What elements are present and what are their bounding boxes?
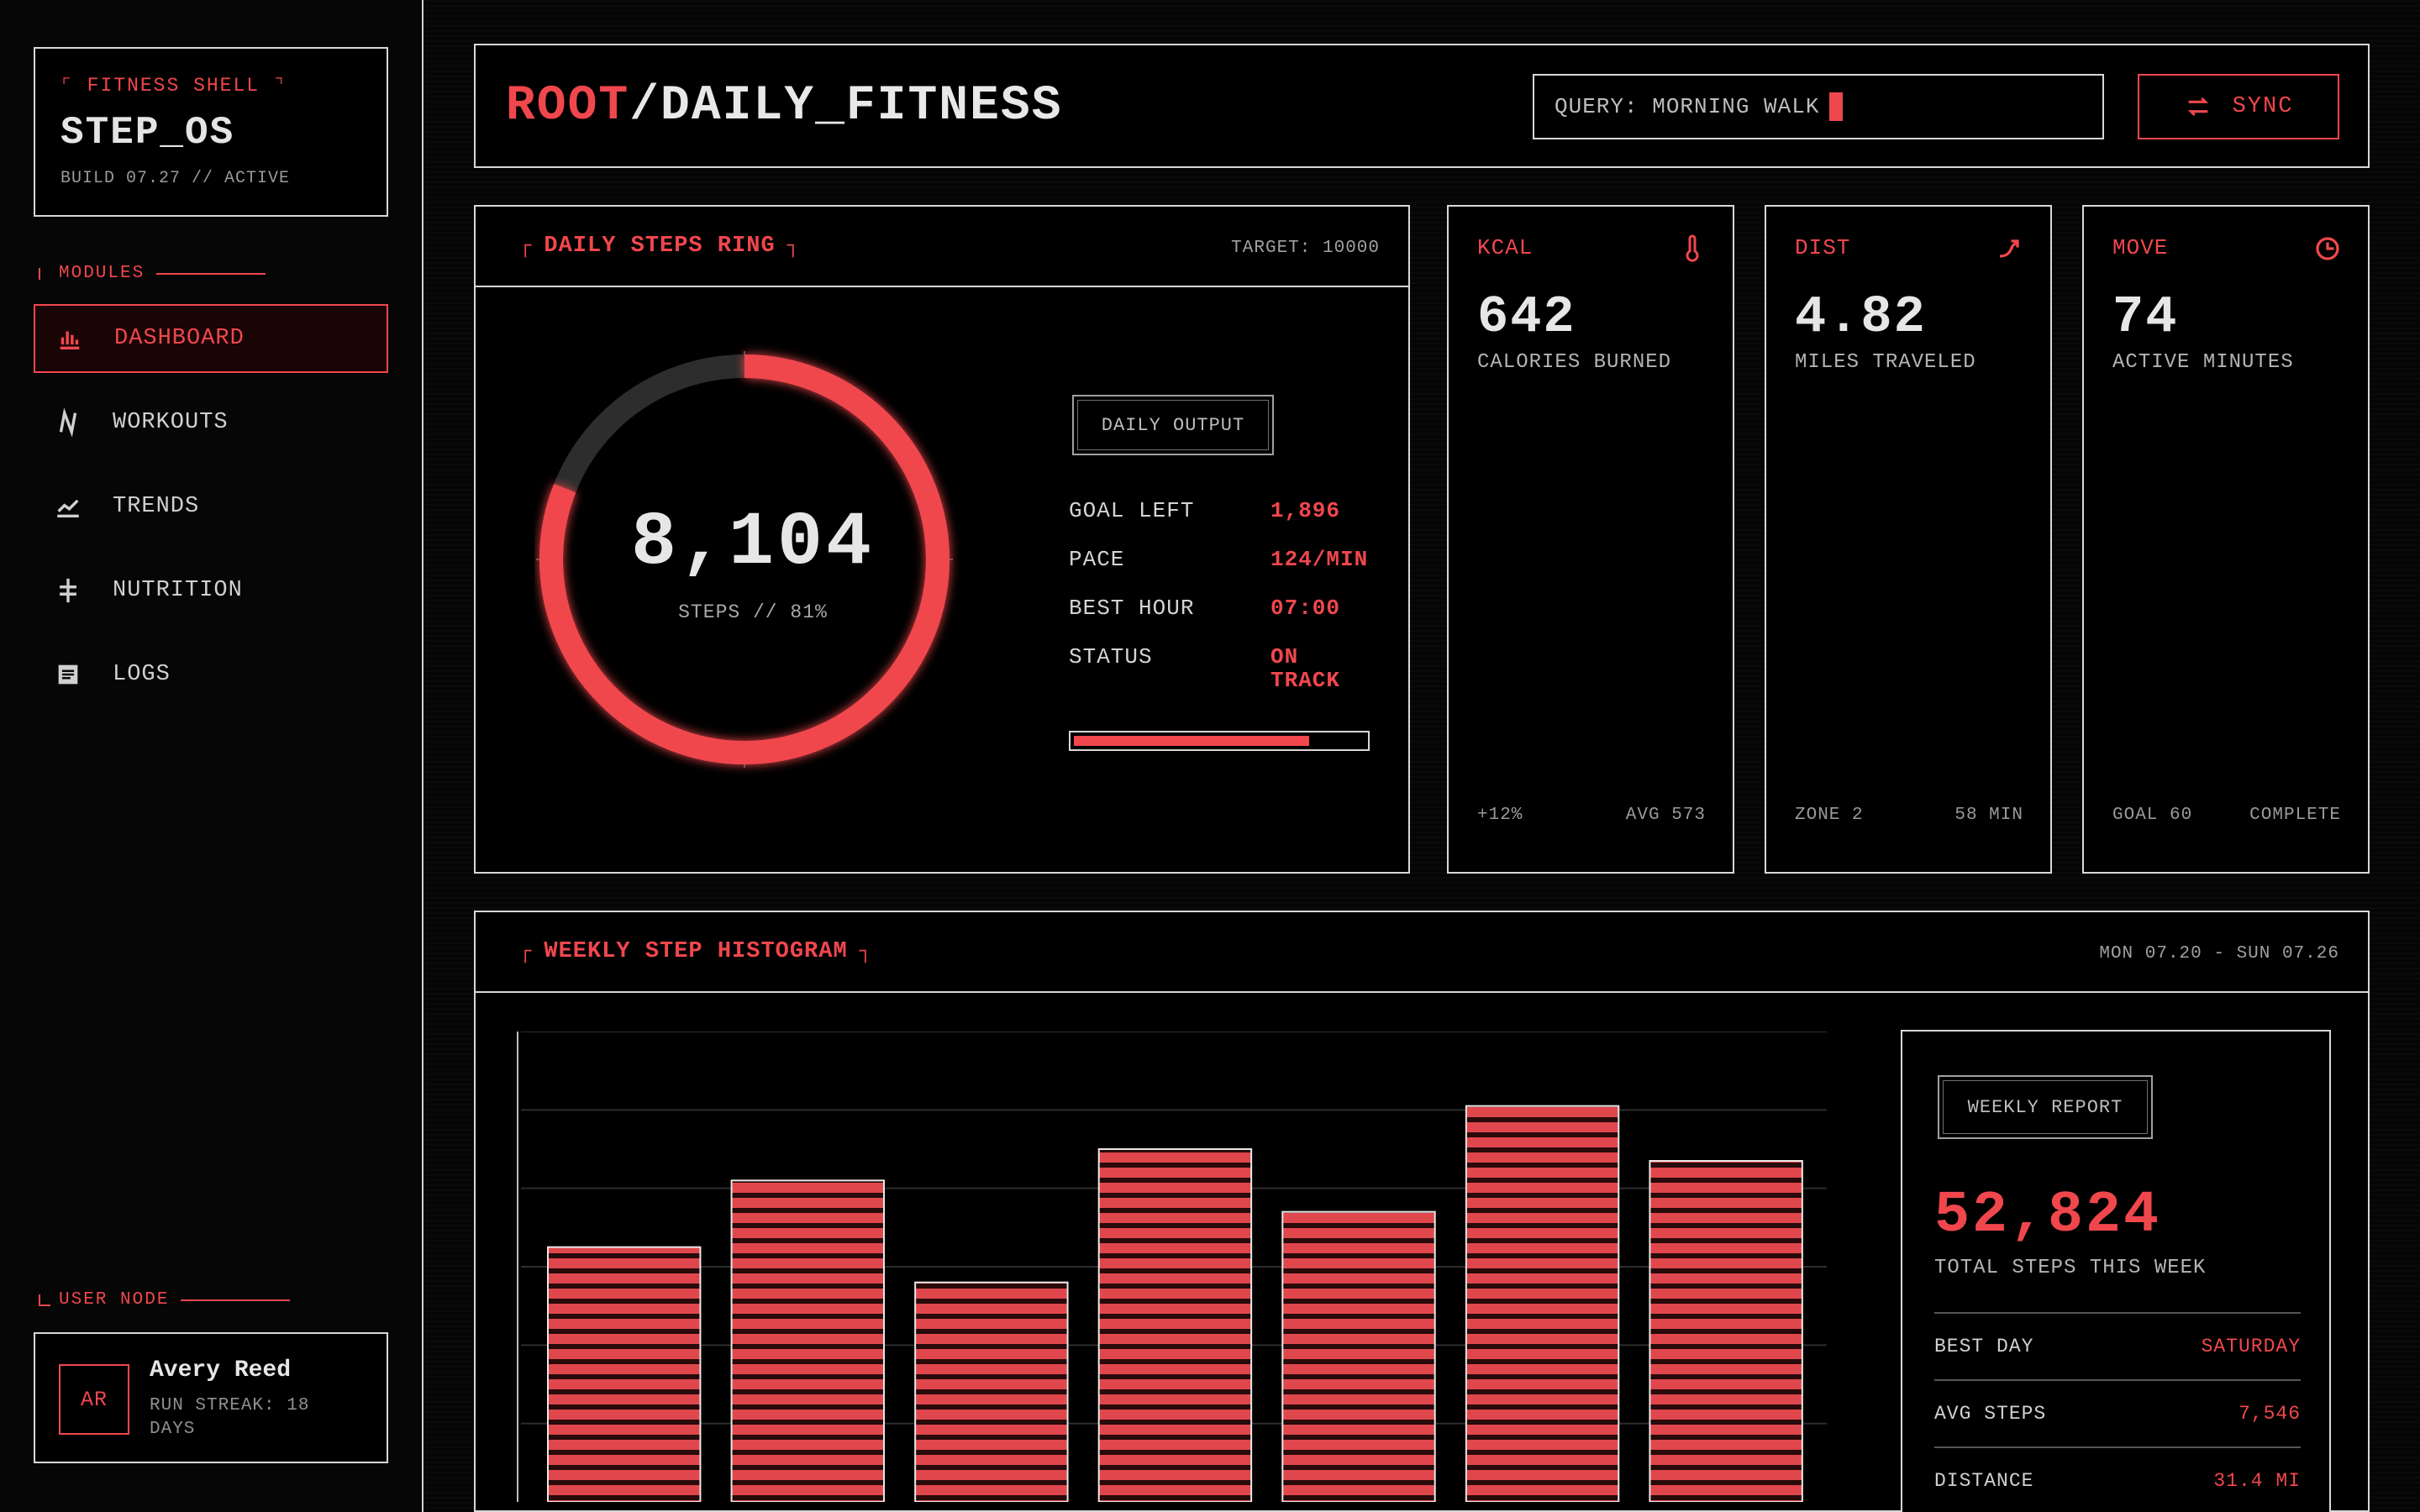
- metric-footer-left: +12%: [1477, 806, 1523, 825]
- sidebar-item-label: DASHBOARD: [114, 326, 245, 351]
- search-input[interactable]: QUERY: MORNING WALK: [1533, 74, 2104, 139]
- text-cursor: [1829, 92, 1844, 121]
- user-name: Avery Reed: [150, 1357, 292, 1383]
- weekly-histogram-panel: ┌ WEEKLY STEP HISTOGRAM ┐ MON 07.20 - SUN …: [474, 911, 2370, 1512]
- metric-description: MILES TRAVELED: [1795, 351, 1976, 374]
- sync-button[interactable]: SYNC: [2138, 74, 2339, 139]
- stat-pace: PACE 124/MIN: [1069, 547, 1369, 572]
- header-bar: ROOT/DAILY_FITNESS QUERY: MORNING WALK S…: [474, 44, 2370, 168]
- metric-description: ACTIVE MINUTES: [2112, 351, 2294, 374]
- panel-header: ┌ WEEKLY STEP HISTOGRAM ┐ MON 07.20 - SUN …: [476, 912, 2368, 993]
- avatar: AR: [59, 1364, 129, 1435]
- sync-icon: [2187, 97, 2208, 117]
- panel-title: ┌ WEEKLY STEP HISTOGRAM ┐: [519, 939, 873, 964]
- steps-target: TARGET: 10000: [1231, 239, 1380, 258]
- metric-card-move: MOVE 74 ACTIVE MINUTES GOAL 60 COMPLETE: [2082, 205, 2370, 874]
- brand-title: STEP_OS: [60, 111, 235, 155]
- workout-icon: [59, 408, 77, 437]
- sidebar-item-label: TRENDS: [113, 494, 200, 519]
- stat-best-hour: BEST HOUR 07:00: [1069, 596, 1341, 621]
- daily-progress-bar: [1069, 731, 1370, 751]
- weekly-total-steps: 52,824: [1934, 1183, 2162, 1249]
- metric-label: MOVE: [2112, 235, 2169, 260]
- chart-bar-tue: [730, 1179, 885, 1502]
- title-path: /DAILY_FITNESS: [629, 79, 1063, 134]
- metric-card-dist: DIST 4.82 MILES TRAVELED ZONE 2 58 MIN: [1765, 205, 2052, 874]
- brand-card: ⌜ FITNESS SHELL ⌝ STEP_OS BUILD 07.27 //…: [34, 47, 388, 217]
- user-card[interactable]: AR Avery Reed RUN STREAK: 18 DAYS: [34, 1332, 388, 1463]
- chart-bar-fri: [1281, 1210, 1436, 1502]
- weekly-total-label: TOTAL STEPS THIS WEEK: [1934, 1257, 2207, 1279]
- sidebar-item-dashboard[interactable]: DASHBOARD: [34, 304, 388, 373]
- nutrition-icon: [60, 578, 76, 603]
- week-range: MON 07.20 - SUN 07.26: [2099, 944, 2339, 963]
- sidebar-item-trends[interactable]: TRENDS: [34, 472, 388, 541]
- stat-goal-left: GOAL LEFT 1,896: [1069, 498, 1341, 523]
- trend-line-icon: [57, 499, 79, 518]
- daily-steps-panel: ┌ DAILY STEPS RING ┐ TARGET: 10000 8,104 S…: [474, 205, 1410, 874]
- weekly-step-chart: [517, 1032, 1827, 1502]
- metric-description: CALORIES BURNED: [1477, 351, 1672, 374]
- sync-label: SYNC: [2232, 94, 2294, 119]
- steps-ring: [536, 351, 953, 768]
- brand-build: BUILD 07.27 // ACTIVE: [60, 169, 291, 188]
- metric-card-kcal: KCAL 642 CALORIES BURNED +12% AVG 573: [1447, 205, 1734, 874]
- bar-chart-icon: [60, 331, 80, 350]
- weekly-report-card: WEEKLY REPORT 52,824 TOTAL STEPS THIS WE…: [1901, 1030, 2331, 1512]
- chart-bar-sat: [1465, 1105, 1620, 1502]
- progress-fill: [1074, 736, 1310, 746]
- daily-stats: GOAL LEFT 1,896 PACE 124/MIN BEST HOUR 07:0…: [1069, 499, 1388, 717]
- metric-value: 4.82: [1795, 287, 1927, 347]
- metric-footer-left: ZONE 2: [1795, 806, 1864, 825]
- sidebar-item-workouts[interactable]: WORKOUTS: [34, 388, 388, 457]
- metric-label: DIST: [1795, 235, 1851, 260]
- metric-footer-right: 58 MIN: [1954, 806, 2023, 825]
- chart-bar-wed: [914, 1281, 1069, 1502]
- sidebar-item-nutrition[interactable]: NUTRITION: [34, 556, 388, 625]
- sidebar-item-label: NUTRITION: [113, 578, 243, 603]
- ring-progress-arc: [539, 354, 950, 764]
- metric-value: 74: [2112, 287, 2179, 347]
- brand-tag: ⌜ FITNESS SHELL ⌝: [60, 75, 287, 97]
- user-streak: RUN STREAK: 18 DAYS: [150, 1396, 310, 1439]
- daily-output-tag: DAILY OUTPUT: [1072, 395, 1274, 455]
- chart-bar-sun: [1649, 1160, 1803, 1502]
- user-node-label: USER NODE: [39, 1290, 291, 1310]
- steps-value: 8,104: [630, 501, 876, 586]
- clock-icon: [2316, 237, 2339, 260]
- modules-label: MODULES: [39, 264, 266, 283]
- steps-subtitle: STEPS // 81%: [678, 601, 828, 623]
- log-document-icon: [58, 664, 78, 685]
- chart-bar-mon: [547, 1246, 702, 1502]
- sidebar-item-label: WORKOUTS: [113, 410, 229, 435]
- panel-title: ┌ DAILY STEPS RING ┐: [519, 234, 801, 259]
- weekly-report-tag: WEEKLY REPORT: [1938, 1075, 2153, 1139]
- title-root: ROOT: [506, 79, 630, 134]
- thermometer-icon: [1686, 234, 1699, 262]
- report-row-avg-steps: AVG STEPS 7,546: [1934, 1379, 2301, 1446]
- metric-footer-left: GOAL 60: [2112, 806, 2193, 825]
- panel-header: ┌ DAILY STEPS RING ┐ TARGET: 10000: [476, 207, 1408, 287]
- page-title: ROOT/DAILY_FITNESS: [506, 79, 1063, 134]
- stat-status: STATUS ON TRACK: [1069, 644, 1341, 693]
- sidebar-item-label: LOGS: [113, 662, 171, 687]
- search-value: QUERY: MORNING WALK: [1555, 94, 1820, 119]
- metric-footer-right: COMPLETE: [2249, 806, 2341, 825]
- metric-footer-right: AVG 573: [1625, 806, 1706, 825]
- metric-value: 642: [1477, 287, 1576, 347]
- route-icon: [1999, 239, 2019, 258]
- metric-label: KCAL: [1477, 235, 1534, 260]
- sidebar: ⌜ FITNESS SHELL ⌝ STEP_OS BUILD 07.27 //…: [0, 0, 424, 1512]
- chart-bar-thu: [1097, 1148, 1253, 1502]
- report-row-distance: DISTANCE 31.4 MI: [1934, 1446, 2301, 1512]
- report-row-best-day: BEST DAY SATURDAY: [1934, 1312, 2301, 1379]
- sidebar-item-logs[interactable]: LOGS: [34, 640, 388, 709]
